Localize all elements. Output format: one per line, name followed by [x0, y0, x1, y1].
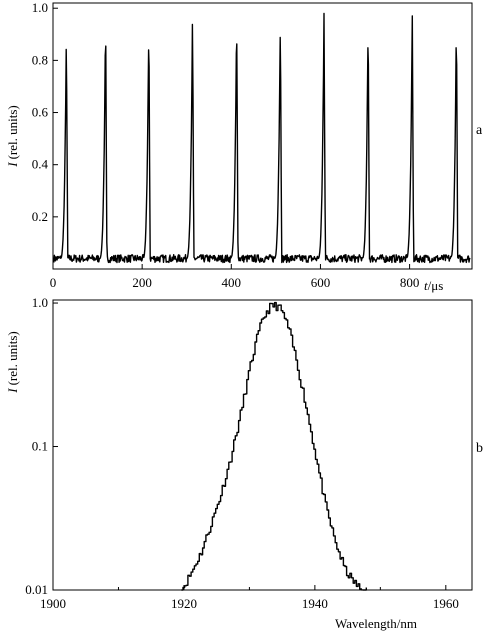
panel-b-y-ticks: 0.01 0.1 1.0 — [25, 295, 58, 597]
panel-b: 1900 1920 1940 1960 0.01 0.1 1.0 I(rel. units… — [5, 295, 483, 631]
panel-b-x-tick-label: 1900 — [40, 596, 66, 611]
panel-b-x-tick-label: 1960 — [433, 596, 459, 611]
panel-b-y-axis-label: I(rel. units) — [5, 331, 20, 394]
panel-a-frame — [52, 2, 473, 270]
panel-b-x-tick-label: 1940 — [302, 596, 328, 611]
panel-b-x-axis-label: Wavelength/nm — [335, 616, 417, 631]
panel-b-y-tick-label: 1.0 — [32, 295, 48, 310]
panel-a-y-ticks: 0.2 0.4 0.6 0.8 1.0 — [32, 0, 58, 224]
panel-a-letter: a — [476, 123, 483, 138]
panel-a-x-tick-label: 400 — [222, 275, 242, 290]
panel-a-y-axis-label: I(rel. units) — [5, 105, 20, 168]
panel-b-y-tick-label: 0.01 — [25, 582, 48, 597]
panel-b-y-tick-label: 0.1 — [32, 439, 48, 454]
panel-a-y-tick-label: 0.6 — [32, 105, 49, 120]
panel-a-x-tick-label: 800 — [400, 275, 420, 290]
panel-b-frame — [52, 299, 473, 591]
panel-b-letter: b — [476, 441, 483, 456]
panel-b-x-ticks: 1900 1920 1940 1960 — [40, 585, 459, 611]
panel-a-y-tick-label: 0.4 — [32, 157, 49, 172]
panel-a-y-tick-label: 0.2 — [32, 209, 48, 224]
panel-a-x-tick-label: 600 — [311, 275, 331, 290]
panel-a-x-tick-label: 200 — [132, 275, 152, 290]
panel-a-x-ticks: 0 200 400 600 800 — [50, 264, 420, 290]
panel-a-y-tick-label: 0.8 — [32, 52, 48, 67]
panel-a-y-tick-label: 1.0 — [32, 0, 48, 15]
panel-b-x-tick-label: 1920 — [171, 596, 197, 611]
panel-a-pulse-trace — [53, 12, 471, 264]
panel-a-x-axis-label: t/μs — [424, 278, 443, 293]
panel-a: 0 200 400 600 800 0.2 0.4 0.6 0.8 1.0 I(rel. uni… — [5, 0, 483, 293]
panel-a-x-tick-label: 0 — [50, 275, 57, 290]
panel-b-spectrum-line — [181, 301, 367, 591]
